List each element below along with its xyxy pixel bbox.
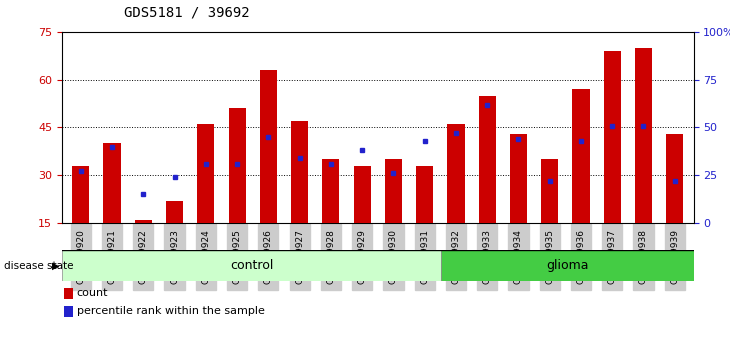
Bar	[604, 51, 620, 223]
Bar	[104, 143, 120, 223]
Text: disease state: disease state	[4, 261, 73, 271]
Text: count: count	[77, 289, 108, 298]
Bar	[479, 96, 496, 223]
Text: GDS5181 / 39692: GDS5181 / 39692	[124, 5, 250, 19]
Bar	[447, 124, 464, 223]
Bar	[291, 121, 308, 223]
Bar	[260, 70, 277, 223]
Text: percentile rank within the sample: percentile rank within the sample	[77, 306, 264, 316]
Bar	[62, 250, 441, 281]
Bar	[441, 250, 694, 281]
Bar	[510, 134, 527, 223]
Bar	[666, 134, 683, 223]
Bar	[72, 166, 89, 223]
Bar	[635, 48, 652, 223]
Bar	[135, 220, 152, 223]
Bar	[353, 166, 371, 223]
Bar	[322, 159, 339, 223]
Text: ▶: ▶	[53, 261, 60, 271]
Text: glioma: glioma	[546, 259, 588, 272]
Bar	[228, 108, 246, 223]
Bar	[385, 159, 402, 223]
Bar	[166, 201, 183, 223]
Text: control: control	[230, 259, 273, 272]
Bar	[197, 124, 215, 223]
Bar	[572, 89, 590, 223]
Bar	[416, 166, 434, 223]
Bar	[541, 159, 558, 223]
